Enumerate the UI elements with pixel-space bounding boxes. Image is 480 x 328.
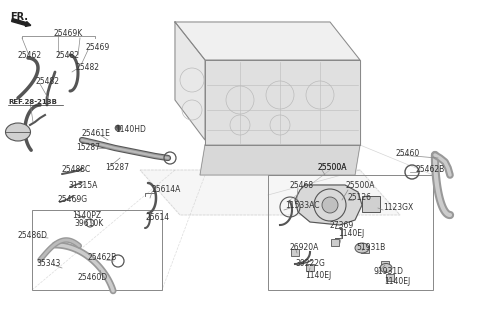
Bar: [361, 246, 369, 253]
Polygon shape: [200, 145, 360, 175]
Text: 26920A: 26920A: [290, 243, 319, 253]
Text: 39610K: 39610K: [74, 219, 103, 229]
Text: 39222G: 39222G: [295, 258, 325, 268]
Ellipse shape: [355, 243, 369, 253]
Text: 91931D: 91931D: [374, 268, 404, 277]
Text: 1140EJ: 1140EJ: [338, 230, 364, 238]
Text: 25462: 25462: [18, 51, 42, 59]
Circle shape: [115, 125, 121, 131]
Text: 25500A: 25500A: [318, 163, 348, 173]
Text: 25500A: 25500A: [345, 181, 374, 191]
Circle shape: [322, 197, 338, 213]
Ellipse shape: [380, 263, 392, 273]
Text: 25614A: 25614A: [152, 186, 181, 195]
Text: 25462B: 25462B: [415, 166, 444, 174]
Bar: [268, 175, 433, 290]
Text: 1140HD: 1140HD: [115, 126, 146, 134]
Polygon shape: [205, 60, 360, 145]
Polygon shape: [295, 185, 362, 225]
Bar: [386, 274, 394, 281]
Text: 25482: 25482: [56, 51, 80, 59]
Text: 25488C: 25488C: [62, 166, 91, 174]
Text: 1140PZ: 1140PZ: [72, 211, 101, 219]
Text: 1140EJ: 1140EJ: [384, 277, 410, 286]
Polygon shape: [140, 170, 400, 215]
Bar: [362, 196, 380, 212]
Text: 25461E: 25461E: [82, 129, 111, 137]
Ellipse shape: [5, 123, 31, 141]
Text: FR.: FR.: [10, 12, 28, 22]
Text: 1140EJ: 1140EJ: [305, 271, 331, 279]
Text: 25126: 25126: [348, 194, 372, 202]
Text: 27369: 27369: [330, 220, 354, 230]
Polygon shape: [175, 22, 360, 60]
Text: 25462B: 25462B: [88, 254, 117, 262]
Text: 25460: 25460: [396, 149, 420, 157]
Text: 25486D: 25486D: [18, 231, 48, 239]
Bar: [381, 261, 389, 268]
Text: 1123GX: 1123GX: [383, 203, 413, 213]
Text: 25500A: 25500A: [318, 163, 348, 173]
Text: 15287: 15287: [76, 144, 100, 153]
Text: 15287: 15287: [105, 163, 129, 173]
Bar: [306, 264, 314, 271]
FancyArrow shape: [12, 19, 31, 26]
Text: 25468: 25468: [290, 180, 314, 190]
Polygon shape: [175, 22, 205, 140]
Bar: [32, 210, 162, 290]
Text: 25469K: 25469K: [54, 29, 83, 37]
Bar: [291, 249, 299, 256]
Text: 51931B: 51931B: [356, 243, 385, 253]
Text: 31315A: 31315A: [68, 180, 97, 190]
Text: 25469G: 25469G: [57, 195, 87, 204]
Text: 25482: 25482: [36, 77, 60, 87]
Text: 25482: 25482: [75, 64, 99, 72]
Text: 25614: 25614: [146, 214, 170, 222]
Text: 11533AC: 11533AC: [285, 200, 320, 210]
Text: REF.28-213B: REF.28-213B: [8, 99, 57, 105]
Text: 25460D: 25460D: [78, 274, 108, 282]
Text: 35343: 35343: [36, 258, 60, 268]
Text: 25469: 25469: [85, 44, 109, 52]
Bar: [331, 239, 339, 246]
